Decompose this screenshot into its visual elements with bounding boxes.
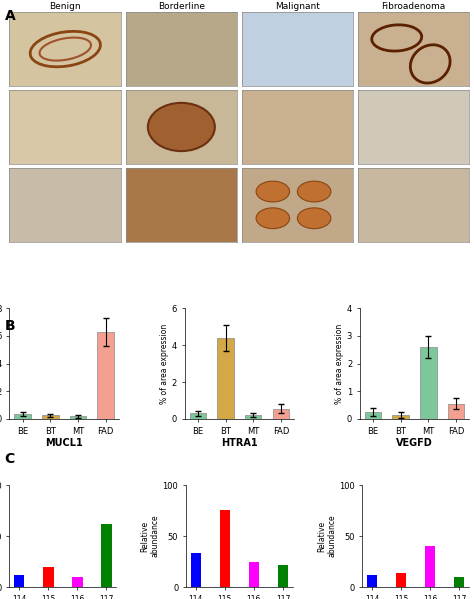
Text: B: B: [5, 319, 15, 332]
Bar: [365, 412, 382, 419]
Bar: [191, 553, 201, 587]
Y-axis label: Relative
abundance: Relative abundance: [317, 515, 336, 558]
Bar: [273, 409, 289, 419]
Title: Benign: Benign: [49, 2, 81, 11]
Bar: [278, 565, 288, 587]
Bar: [190, 413, 206, 419]
Bar: [14, 575, 25, 587]
Bar: [220, 510, 230, 587]
Bar: [448, 404, 465, 419]
Y-axis label: % of area expression: % of area expression: [160, 323, 169, 404]
Title: Malignant: Malignant: [275, 2, 320, 11]
Y-axis label: % of area expression: % of area expression: [335, 323, 344, 404]
Bar: [420, 347, 437, 419]
Title: Borderline: Borderline: [158, 2, 205, 11]
Ellipse shape: [148, 103, 215, 151]
Ellipse shape: [256, 208, 290, 229]
Ellipse shape: [256, 181, 290, 202]
Bar: [392, 415, 409, 419]
Bar: [217, 338, 234, 419]
X-axis label: HTRA1: HTRA1: [221, 438, 258, 448]
Ellipse shape: [297, 208, 331, 229]
Y-axis label: Relative
abundance: Relative abundance: [140, 515, 160, 558]
Text: C: C: [5, 452, 15, 466]
Bar: [367, 575, 377, 587]
Bar: [42, 416, 59, 419]
Bar: [43, 567, 54, 587]
Bar: [454, 577, 465, 587]
Title: Fibroadenoma: Fibroadenoma: [382, 2, 446, 11]
Bar: [101, 524, 111, 587]
Bar: [73, 577, 82, 587]
Bar: [425, 546, 436, 587]
Bar: [97, 332, 114, 419]
Bar: [70, 416, 86, 419]
Ellipse shape: [297, 181, 331, 202]
Bar: [249, 562, 259, 587]
Bar: [14, 414, 31, 419]
X-axis label: VEGFD: VEGFD: [396, 438, 433, 448]
Text: A: A: [5, 9, 16, 23]
X-axis label: MUCL1: MUCL1: [46, 438, 83, 448]
Bar: [396, 573, 406, 587]
Bar: [245, 415, 262, 419]
